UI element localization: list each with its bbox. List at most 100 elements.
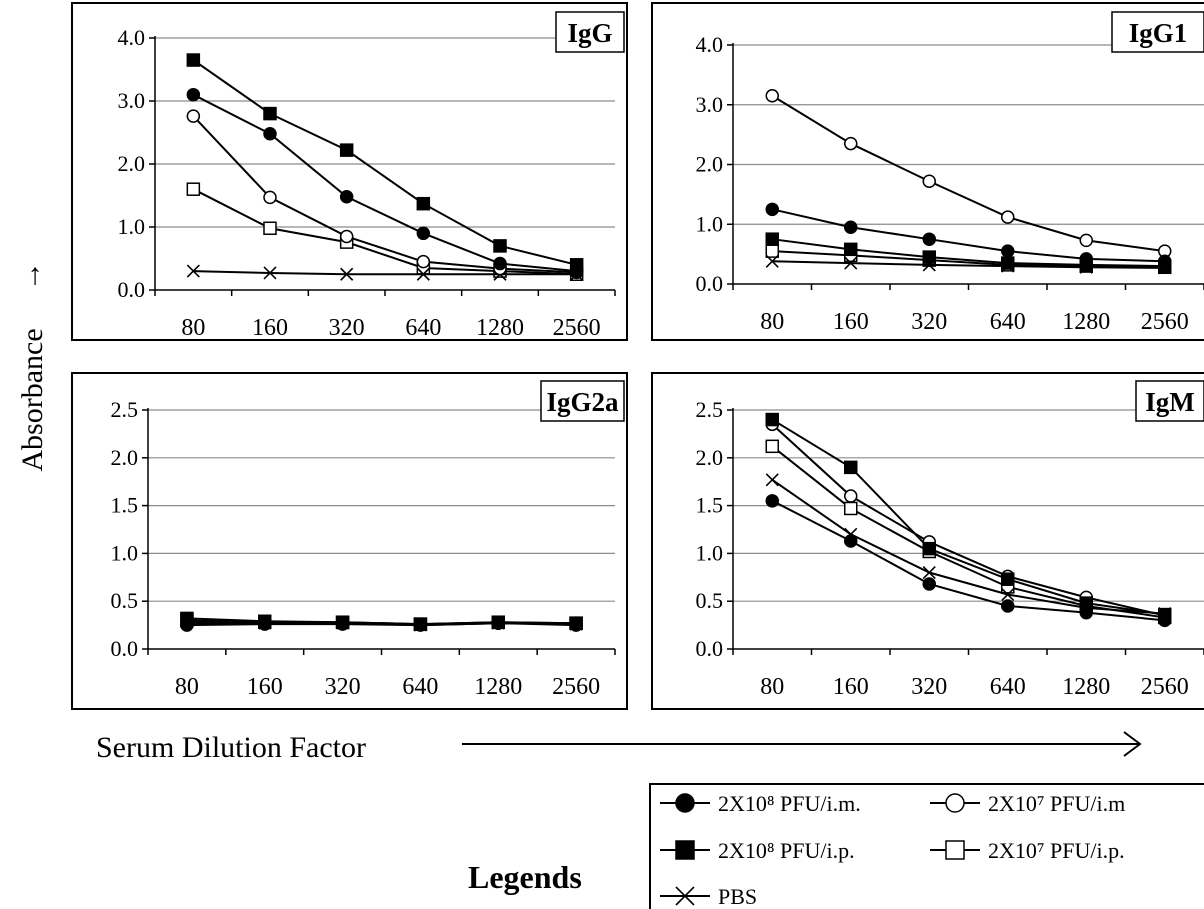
legend-label: 2X10⁸ PFU/i.m. — [718, 791, 861, 816]
data-point — [335, 615, 350, 629]
y-tick-label: 2.5 — [111, 397, 139, 422]
data-point — [844, 501, 858, 516]
series-line — [771, 418, 1165, 616]
x-tick-label: 640 — [405, 315, 441, 341]
x-tick-label: 80 — [175, 674, 199, 700]
x-tick-label: 320 — [325, 674, 361, 700]
data-point — [765, 244, 779, 258]
data-point — [1001, 244, 1015, 258]
data-point — [922, 232, 936, 246]
chart-panel-igg1: 0.0 1.0 2.0 3.0 4.0 80 160 320 640 1280 2560 IgG1 — [651, 2, 1204, 341]
series-line — [771, 423, 1165, 617]
x-tick-label: 2560 — [1141, 674, 1189, 700]
data-point — [765, 202, 779, 217]
data-point — [186, 87, 201, 102]
data-point — [491, 615, 505, 629]
x-axis-label: Serum Dilution Factor — [96, 731, 366, 764]
series-filled-square — [765, 232, 1172, 273]
panel-frame — [651, 2, 1204, 341]
data-point — [1079, 233, 1093, 248]
x-tick-label: 160 — [833, 674, 869, 700]
legend-label: 2X10⁸ PFU/i.p. — [718, 838, 855, 863]
data-point — [186, 264, 200, 278]
data-point — [844, 460, 858, 475]
data-point — [416, 226, 431, 241]
y-tick-label: 1.5 — [696, 493, 724, 518]
data-point — [844, 220, 858, 234]
panel-title: IgG2a — [546, 387, 619, 417]
data-point — [263, 106, 277, 121]
data-point — [1079, 596, 1093, 610]
x-tick-label: 320 — [329, 315, 365, 341]
panel-frame — [71, 372, 628, 710]
data-point — [339, 143, 354, 157]
y-tick-label: 1.0 — [118, 214, 146, 239]
y-tick-label: 0.5 — [696, 588, 724, 613]
y-tick-label: 0.0 — [696, 636, 724, 661]
series-filled-circle — [186, 87, 584, 278]
series-line — [772, 238, 1165, 268]
series-filled-square — [180, 611, 583, 631]
x-tick-label: 1280 — [476, 315, 524, 341]
y-axis-label: Absorbance — [16, 328, 49, 471]
data-point — [493, 239, 507, 253]
x-tick-label: 160 — [252, 315, 288, 341]
data-point — [922, 565, 936, 580]
data-point — [1079, 258, 1093, 272]
series-line — [192, 93, 577, 273]
data-point — [263, 190, 277, 205]
data-point — [180, 611, 194, 626]
legend-item: 2X10⁸ PFU/i.m. — [660, 791, 861, 816]
chart-panels: 0.01.02.03.04.080 160 320 640 1280 2560IgG0.0… — [71, 2, 1204, 710]
data-point — [1001, 599, 1015, 613]
panel-title-box — [1135, 380, 1204, 422]
y-tick-label: 3.0 — [696, 92, 724, 117]
data-point — [844, 534, 858, 548]
y-tick-label: 1.5 — [111, 493, 139, 518]
x-tick-label: 80 — [760, 674, 784, 700]
chart-panel-igg: 0.0 1.0 2.0 3.0 4.0 80 160 320 640 1280 2560 IgG — [71, 2, 628, 341]
legend-label: PBS — [718, 884, 757, 909]
legend-label: 2X10⁷ PFU/i.m — [988, 791, 1125, 816]
y-tick-label: 3.0 — [118, 88, 146, 113]
series-line — [771, 478, 1165, 615]
y-axis-arrow: → — [14, 261, 47, 291]
data-point — [416, 267, 430, 281]
y-tick-label: 0.5 — [111, 588, 139, 613]
series-line — [192, 115, 577, 274]
data-point — [416, 196, 431, 211]
x-axis-arrowhead — [1123, 731, 1142, 757]
data-point — [413, 617, 428, 631]
x-tick-label: 80 — [760, 309, 784, 335]
legend-title: Legends — [468, 859, 582, 895]
y-tick-label: 1.0 — [111, 540, 139, 565]
data-point — [1001, 256, 1015, 270]
data-point — [765, 89, 779, 103]
panel-title-box — [1111, 11, 1204, 53]
x-tick-label: 320 — [911, 674, 947, 700]
x-tick-label: 80 — [181, 315, 205, 341]
chart-panel-igm: 0.0 0.5 1.0 1.5 2.0 2.5 80 160 320 640 1280 2560 IgM — [651, 372, 1204, 710]
series-line — [186, 617, 577, 626]
series-line — [192, 188, 577, 276]
y-tick-label: 4.0 — [118, 25, 146, 50]
y-tick-label: 2.0 — [111, 445, 139, 470]
chart-panel-igg2a: 0.0 0.5 1.0 1.5 2.0 2.5 80 160 320 640 1280 2560 IgG… — [71, 372, 628, 710]
panel-title: IgG1 — [1129, 18, 1188, 48]
series-line — [193, 270, 577, 276]
data-point — [1158, 259, 1172, 273]
panel-title-box — [555, 11, 625, 53]
data-point — [844, 489, 858, 503]
legend-item: 2X10⁷ PFU/i.p. — [930, 838, 1125, 863]
data-point — [569, 258, 584, 272]
y-tick-label: 0.0 — [111, 636, 139, 661]
x-tick-label: 1280 — [1062, 674, 1110, 700]
data-point — [340, 267, 354, 281]
data-point — [263, 266, 277, 280]
data-point — [765, 494, 779, 508]
x-tick-label: 160 — [833, 309, 869, 335]
data-point — [186, 53, 201, 67]
data-point — [765, 254, 779, 268]
series-line — [772, 250, 1165, 269]
